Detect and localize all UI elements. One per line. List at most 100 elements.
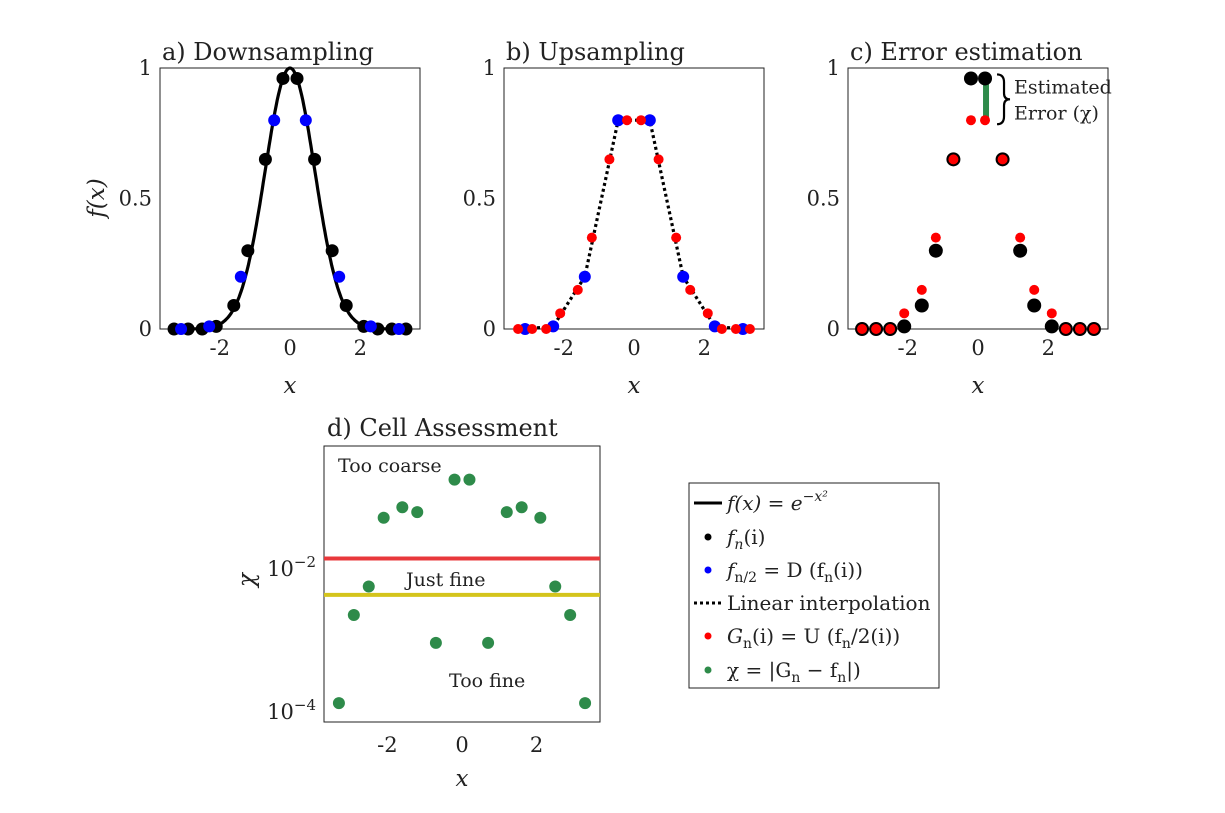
panel-c-xtick-0: 0 — [971, 336, 984, 360]
panel-d-chi-point-11 — [515, 501, 528, 514]
panel-d-ytick-1e-4-exp: −4 — [294, 696, 316, 714]
panel-c-xtick-neg2: -2 — [897, 336, 917, 360]
panel-c-gn-point-0 — [857, 324, 868, 334]
panel-c-gn-point-2 — [885, 324, 896, 334]
panel-b-fn2-point-4 — [643, 114, 656, 127]
panel-a-fn-point-11 — [339, 299, 353, 313]
legend-gn-text: G — [727, 624, 743, 648]
panel-c-xtick-2: 2 — [1042, 336, 1055, 360]
panel-d-chi-point-2 — [362, 580, 375, 593]
panel-d-cell-assessment: d) Cell Assessment -2 0 2 10−2 10−4 x χ … — [234, 414, 601, 792]
region-label-too-fine: Too fine — [449, 670, 525, 692]
panel-a-ylabel: f(x) — [84, 178, 110, 219]
panel-a-xtick-2: 2 — [354, 336, 367, 360]
legend-chi-sub2: n — [837, 670, 846, 686]
panel-b-title: b) Upsampling — [506, 38, 685, 66]
panel-a-title: a) Downsampling — [162, 38, 374, 66]
panel-a-fn2-point-3 — [268, 114, 281, 127]
panel-d-chi-point-15 — [579, 697, 592, 710]
panel-d-ytick-1e-2: 10−2 — [267, 553, 316, 581]
panel-d-chi-point-1 — [347, 609, 360, 622]
panel-a-fn-point-7 — [276, 71, 290, 85]
panel-a-fn2-point-4 — [299, 114, 312, 127]
panel-a-ticks: -2 0 2 0 0.5 1 — [119, 56, 367, 360]
panel-c-gn-point-7 — [965, 115, 976, 126]
panel-c-gn-point-15 — [1088, 324, 1099, 334]
panel-a-fn-point-6 — [258, 152, 272, 166]
panel-b-xtick-0: 0 — [627, 336, 640, 360]
panel-b-fn2-point-0 — [519, 323, 532, 335]
panel-b-gn-point-5 — [586, 232, 597, 243]
panel-c-gn-point-3 — [899, 308, 910, 319]
panel-c-ytick-0: 0 — [827, 317, 840, 341]
panel-c-fn-point-8 — [978, 71, 993, 86]
panel-b-gn-point-8 — [636, 115, 647, 126]
panel-c-title: c) Error estimation — [850, 38, 1083, 66]
panel-d-chi-point-9 — [482, 636, 495, 649]
legend-item-fn2: fn/2 = D (fn(i)) — [725, 558, 863, 586]
panel-a-fn-point-9 — [308, 152, 322, 166]
panel-b-xlabel: x — [628, 373, 641, 399]
panel-c-gn-point-5 — [930, 232, 941, 243]
legend-curve-sup: −x² — [803, 489, 829, 505]
panel-c-gn-point-8 — [980, 115, 991, 126]
panel-a-fn2-point-0 — [175, 323, 188, 335]
legend-fn-sub: n — [734, 537, 743, 553]
panel-a-xtick-neg2: -2 — [209, 336, 229, 360]
panel-d-ytick-1e-2-base: 10 — [267, 557, 294, 581]
panel-c-fn-point-11 — [1027, 298, 1042, 313]
legend-fn2-sub2: n — [824, 570, 833, 586]
legend-chi-rest: − f — [800, 658, 838, 682]
panel-c-gn-point-4 — [916, 284, 927, 295]
legend-gn-sub2: n — [842, 636, 851, 652]
panel-a-fn2-point-5 — [333, 270, 346, 283]
error-annotation-line2: Error (χ) — [1014, 102, 1099, 124]
panel-a-marks — [167, 66, 413, 336]
panel-d-ylabel: χ — [234, 571, 260, 589]
panel-b-marks — [513, 114, 755, 335]
panel-a-xtick-0: 0 — [283, 336, 296, 360]
legend-swatch-gn — [704, 632, 712, 640]
panel-b-gn-point-12 — [702, 308, 713, 319]
panel-b-gn-point-1 — [527, 324, 538, 334]
panel-a-fn-point-10 — [325, 244, 339, 258]
legend-box — [688, 482, 940, 689]
panel-b-gn-point-13 — [716, 324, 727, 334]
panel-c-ytick-1: 1 — [827, 56, 840, 80]
panel-c-gn-point-13 — [1060, 324, 1071, 334]
panel-b-gn-point-2 — [541, 324, 552, 334]
panel-d-xtick-0: 0 — [455, 733, 468, 757]
legend-chi-sub: n — [791, 670, 800, 686]
panel-b-fn2-point-5 — [677, 270, 690, 283]
panel-c-fn-point-7 — [963, 71, 978, 86]
error-annotation: Estimated Error (χ) — [996, 73, 1112, 126]
panel-b-ticks: -2 0 2 0 0.5 1 — [463, 56, 711, 360]
panel-b-gn-point-10 — [671, 232, 682, 243]
panel-b-gn-point-3 — [555, 308, 566, 319]
panel-b-xtick-neg2: -2 — [553, 336, 573, 360]
panel-d-threshold-lines — [324, 556, 600, 597]
panel-b-fn2-point-3 — [612, 114, 625, 127]
panel-b-axes-box — [503, 67, 765, 330]
panel-a-fn-point-8 — [290, 71, 304, 85]
panel-d-title: d) Cell Assessment — [327, 414, 558, 442]
panel-d-chi-point-8 — [463, 473, 476, 486]
panel-c-error-estimation: c) Error estimation -2 0 2 0 0.5 1 x Est… — [807, 38, 1112, 399]
panel-c-fn-point-5 — [928, 243, 943, 258]
panel-b-gn-point-4 — [572, 284, 583, 295]
legend-item-chi: χ = |Gn − fn|) — [727, 658, 861, 686]
legend-gn-sub: n — [743, 636, 752, 652]
panel-a-fn2-point-7 — [392, 323, 405, 335]
region-label-too-coarse: Too coarse — [338, 455, 442, 477]
panel-d-xtick-2: 2 — [530, 733, 543, 757]
legend-item-interp: Linear interpolation — [727, 591, 931, 615]
panel-d-chi-point-6 — [429, 636, 442, 649]
panel-c-gn-point-14 — [1074, 324, 1085, 334]
panel-c-gn-point-10 — [1015, 232, 1026, 243]
legend-swatch-fn — [704, 533, 712, 541]
panel-d-chi-point-3 — [377, 511, 390, 524]
panel-d-chi-point-13 — [549, 580, 562, 593]
legend-item-gn: Gn(i) = U (fn/2(i)) — [727, 624, 900, 652]
panel-d-ytick-1e-2-exp: −2 — [294, 553, 316, 571]
